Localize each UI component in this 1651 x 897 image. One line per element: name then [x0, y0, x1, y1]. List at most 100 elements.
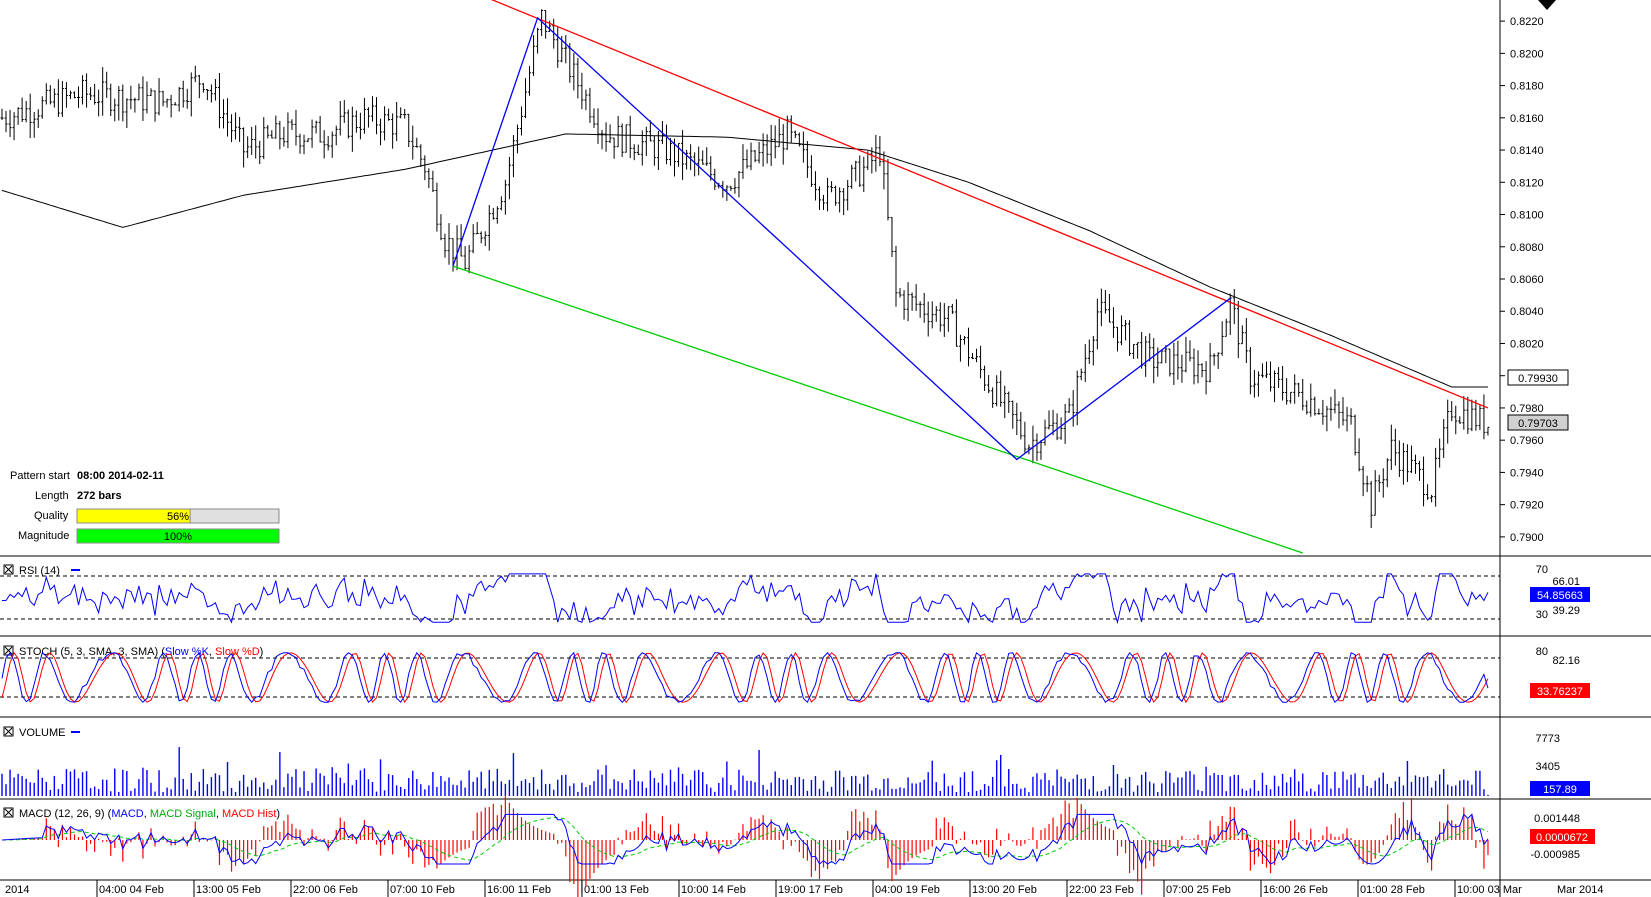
rsi-tick-max: 66.01	[1552, 576, 1580, 588]
stoch-panel: STOCH (5, 3, SMA, 3, SMA) (Slow %K, Slow…	[0, 645, 1590, 704]
time-tick-label: 07:00 10 Feb	[390, 884, 455, 896]
ma-value-label: 0.79930	[1518, 373, 1558, 385]
time-tick-label: 16:00 26 Feb	[1263, 884, 1328, 896]
rsi-title: RSI (14)	[19, 565, 60, 577]
macd-hist-name: MACD Hist	[222, 808, 276, 820]
price-tick-label: 0.8140	[1510, 145, 1544, 157]
time-tick-label: 10:00 14 Feb	[681, 884, 746, 896]
price-tick-label: 0.8200	[1510, 48, 1544, 60]
price-tick-label: 0.7980	[1510, 403, 1544, 415]
quality-value: 56%	[167, 511, 189, 523]
price-tick-label: 0.7940	[1510, 467, 1544, 479]
ma-value-box	[1507, 369, 1569, 386]
length-value: 272 bars	[77, 490, 122, 502]
macd-last-box	[1530, 829, 1595, 844]
volume-bars	[1, 747, 1489, 796]
price-tick-label: 0.8080	[1510, 242, 1544, 254]
volume-close-x	[4, 727, 13, 736]
time-tick-label: 10:00 03 Mar	[1457, 884, 1522, 896]
last-price-label: 0.79703	[1518, 418, 1558, 430]
rsi-tick-30: 30	[1536, 609, 1548, 621]
volume-tick-high: 7773	[1536, 733, 1560, 745]
time-tick-label: 2014	[5, 884, 29, 896]
macd-signal-line	[2, 816, 1489, 861]
macd-signal-name: MACD Signal	[150, 808, 216, 820]
time-tick-label: 19:00 17 Feb	[778, 884, 843, 896]
volume-title: VOLUME	[19, 727, 65, 739]
macd-line	[1, 813, 1489, 866]
stoch-d-line	[1, 651, 1489, 704]
macd-title-suffix: )	[276, 808, 280, 820]
macd-title-prefix: MACD (12, 26, 9) (	[19, 808, 112, 820]
stoch-close-x	[4, 646, 13, 655]
scroll-arrow-icon[interactable]	[1538, 0, 1556, 10]
stoch-title-suffix: )	[260, 646, 264, 658]
magnitude-value: 100%	[164, 531, 192, 543]
rsi-panel: RSI (14) 70 66.01 39.29 30 54.85663	[0, 564, 1590, 625]
price-tick-label: 0.8120	[1510, 177, 1544, 189]
zigzag-line	[452, 16, 1231, 461]
macd-name: MACD	[111, 808, 143, 820]
moving-average-line	[1, 133, 1488, 388]
price-tick-label: 0.8160	[1510, 113, 1544, 125]
stoch-k-line	[1, 651, 1489, 704]
time-tick-label: 01:00 28 Feb	[1360, 884, 1425, 896]
stoch-k-name: Slow %K	[165, 646, 210, 658]
pattern-start-value: 08:00 2014-02-11	[77, 470, 164, 482]
volume-last-label: 157.89	[1543, 784, 1577, 796]
macd-title: MACD (12, 26, 9) (MACD, MACD Signal, MAC…	[19, 808, 280, 820]
time-tick-label: 13:00 05 Feb	[196, 884, 261, 896]
macd-panel: MACD (12, 26, 9) (MACD, MACD Signal, MAC…	[1, 796, 1595, 897]
time-tick-label: 16:00 11 Feb	[487, 884, 551, 896]
last-price-box	[1507, 414, 1569, 431]
time-tick-label: 22:00 23 Feb	[1069, 884, 1134, 896]
rsi-last-label: 54.85663	[1537, 590, 1583, 602]
price-tick-label: 0.7920	[1510, 500, 1544, 512]
stoch-title-prefix: STOCH (5, 3, SMA, 3, SMA) (	[19, 646, 165, 658]
time-tick-label: 13:00 20 Feb	[972, 884, 1037, 896]
macd-tick-high: 0.001448	[1534, 813, 1580, 825]
stoch-title: STOCH (5, 3, SMA, 3, SMA) (Slow %K, Slow…	[19, 646, 263, 658]
price-tick-label: 0.7900	[1510, 532, 1544, 544]
magnitude-label: Magnitude	[18, 530, 69, 542]
stoch-d-name: Slow %D	[215, 646, 260, 658]
stoch-tick-80: 80	[1536, 646, 1548, 658]
rsi-last-box	[1530, 587, 1590, 602]
time-tick-label: 01:00 13 Feb	[584, 884, 649, 896]
price-tick-label: 0.8180	[1510, 81, 1544, 93]
stoch-tick-max: 82.16	[1552, 655, 1580, 667]
rsi-tick-70: 70	[1536, 564, 1548, 576]
time-tick-label: Mar 2014	[1557, 884, 1603, 896]
volume-last-box	[1530, 781, 1590, 796]
rsi-tick-min: 39.29	[1552, 605, 1580, 617]
support-trendline[interactable]	[452, 265, 1303, 554]
volume-panel: VOLUME 7773 3405 157.89	[1, 726, 1590, 796]
rsi-line	[2, 573, 1489, 625]
resistance-trendline[interactable]	[485, 0, 1489, 409]
pattern-start-label: Pattern start	[10, 470, 70, 482]
price-tick-label: 0.8060	[1510, 274, 1544, 286]
length-label: Length	[35, 490, 69, 502]
time-tick-label: 04:00 19 Feb	[875, 884, 940, 896]
time-tick-label: 04:00 04 Feb	[99, 884, 164, 896]
price-bars	[0, 9, 1490, 529]
price-tick-label: 0.8020	[1510, 338, 1544, 350]
macd-last-label: 0.0000672	[1536, 832, 1588, 844]
price-panel	[0, 0, 1556, 554]
price-tick-label: 0.8040	[1510, 306, 1544, 318]
price-tick-label: 0.8100	[1510, 210, 1544, 222]
macd-histogram	[5, 796, 1489, 897]
price-tick-label: 0.8220	[1510, 16, 1544, 28]
volume-tick-mid: 3405	[1536, 761, 1560, 773]
time-tick-label: 07:00 25 Feb	[1166, 884, 1231, 896]
quality-bar-fill	[76, 508, 191, 524]
pattern-info-box: Pattern start 08:00 2014-02-11 Length 27…	[10, 470, 280, 544]
quality-label: Quality	[34, 510, 69, 522]
rsi-close-x	[4, 565, 13, 574]
time-tick-label: 22:00 06 Feb	[293, 884, 358, 896]
stoch-last-box	[1530, 683, 1590, 698]
macd-tick-low: -0.000985	[1530, 849, 1580, 861]
magnitude-bar-fill	[76, 528, 280, 544]
stoch-last-label: 33.76237	[1537, 686, 1583, 698]
